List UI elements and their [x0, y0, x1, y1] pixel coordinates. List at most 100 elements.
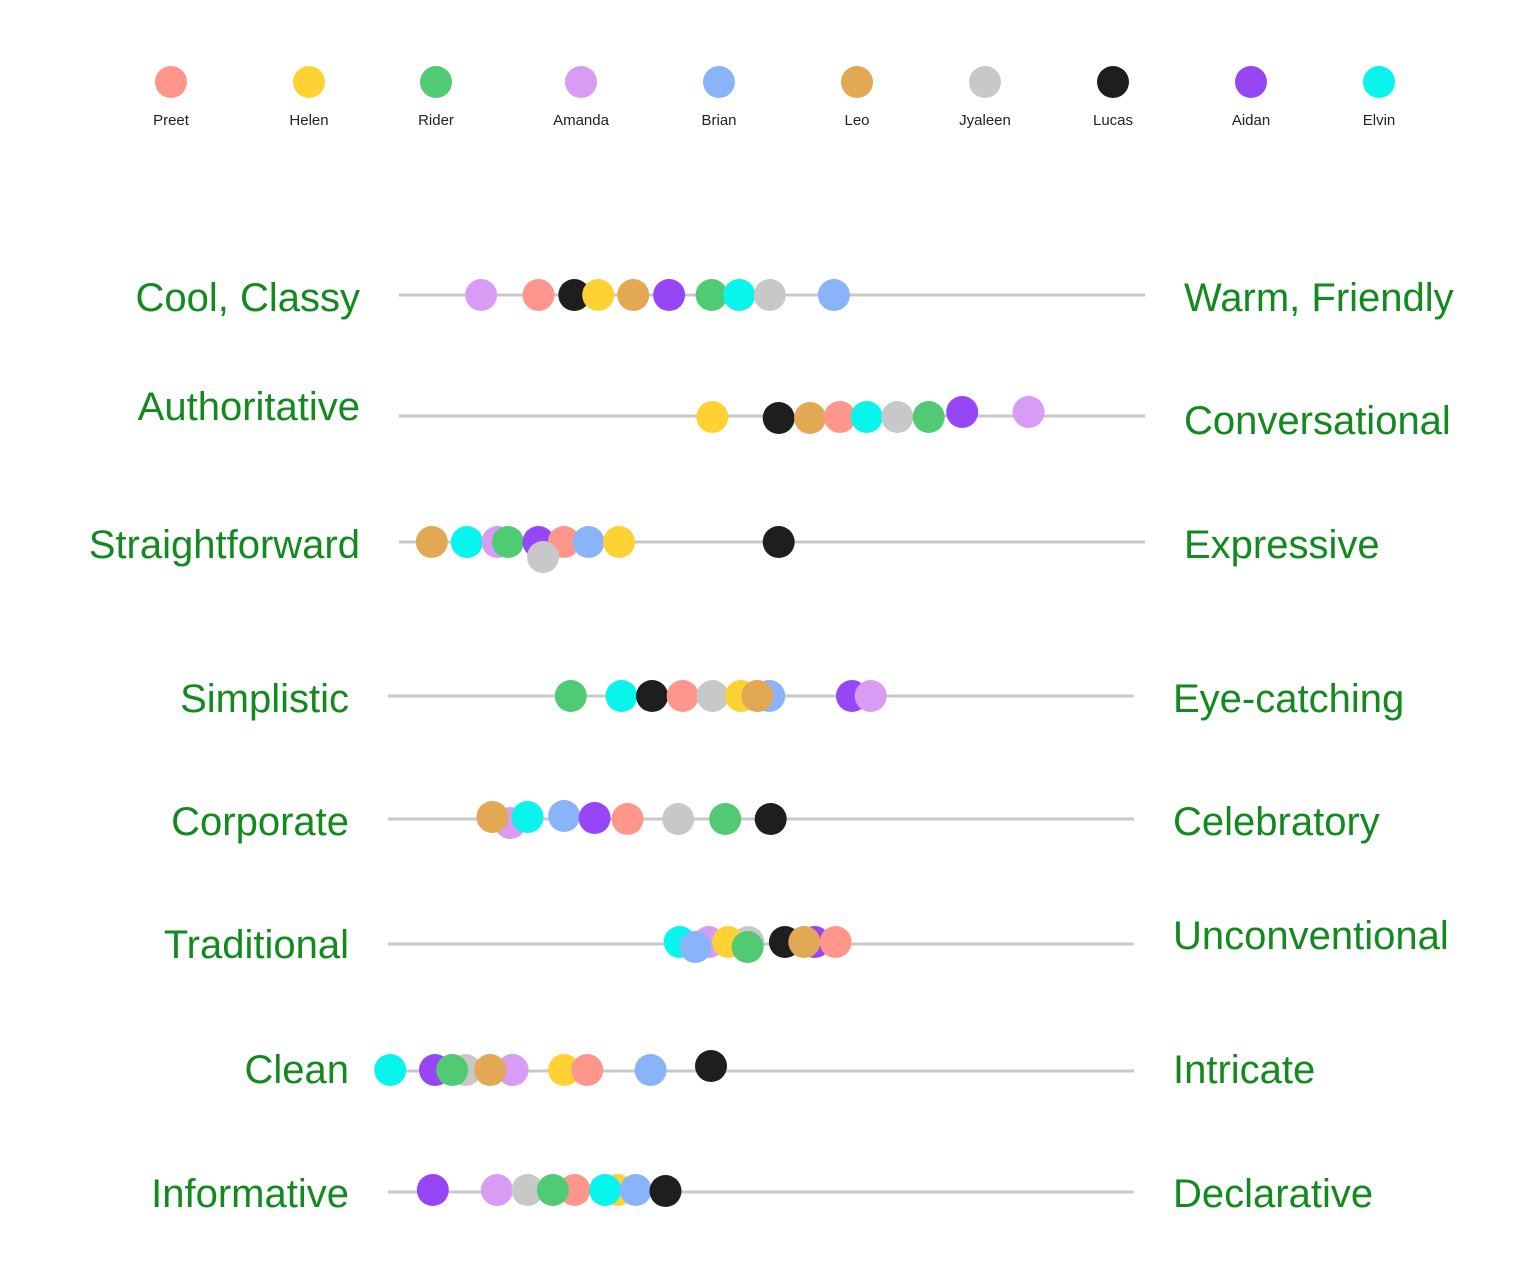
- data-point-aidan: [416, 1174, 449, 1206]
- legend-label: Lucas: [1092, 112, 1134, 129]
- legend-label: Amanda: [553, 112, 609, 129]
- right-trait-label: Conversational: [1184, 399, 1451, 443]
- data-point-preet: [571, 1054, 604, 1086]
- spectrum-row: Corporate Celebratory: [171, 800, 1380, 844]
- data-point-amanda: [854, 680, 887, 712]
- data-point-rider: [731, 931, 764, 963]
- spectrum-row: Informative Declarative: [151, 1172, 1373, 1216]
- data-point-helen: [696, 401, 729, 433]
- legend-label: Preet: [153, 112, 189, 129]
- data-point-leo: [741, 680, 774, 712]
- data-point-jyaleen: [662, 803, 695, 835]
- data-point-brian: [817, 279, 850, 311]
- legend-swatch: [565, 66, 597, 98]
- data-point-leo: [794, 402, 826, 434]
- legend: Preet Helen Rider Amanda Brian Leo Jyaleen Luca…: [0, 0, 1533, 160]
- data-point-lucas: [558, 279, 591, 311]
- spectrum-row: Clean Intricate: [244, 1048, 1315, 1092]
- legend-item-amanda: Amanda: [511, 66, 651, 129]
- data-point-lucas: [762, 526, 795, 558]
- legend-item-brian: Brian: [649, 66, 789, 129]
- data-point-brian: [548, 800, 581, 832]
- legend-label: Jyaleen: [959, 112, 1011, 129]
- data-point-rider: [695, 279, 728, 311]
- data-point-jyaleen: [527, 541, 559, 573]
- right-trait-label: Intricate: [1173, 1048, 1315, 1092]
- data-point-lucas: [754, 803, 787, 835]
- data-point-leo: [476, 801, 509, 833]
- data-point-preet: [823, 401, 856, 433]
- data-point-brian: [634, 1054, 667, 1086]
- data-point-helen: [548, 1054, 581, 1086]
- legend-swatch: [969, 66, 1001, 98]
- legend-label: Aidan: [1231, 112, 1271, 129]
- legend-swatch: [1097, 66, 1129, 98]
- left-trait-label: Traditional: [164, 923, 349, 967]
- legend-item-helen: Helen: [239, 66, 379, 129]
- right-trait-label: Unconventional: [1173, 914, 1449, 958]
- data-point-rider: [554, 680, 587, 712]
- legend-label: Brian: [701, 112, 737, 129]
- data-point-jyaleen: [511, 1174, 544, 1206]
- legend-item-rider: Rider: [366, 66, 506, 129]
- data-point-rider: [912, 401, 945, 433]
- data-point-brian: [679, 931, 712, 963]
- data-point-amanda: [480, 1174, 513, 1206]
- data-point-amanda: [1012, 396, 1045, 428]
- legend-label: Helen: [289, 112, 329, 129]
- data-point-aidan: [578, 802, 611, 834]
- left-trait-label: Straightforward: [89, 523, 360, 567]
- data-point-brian: [619, 1174, 652, 1206]
- data-point-elvin: [511, 801, 544, 833]
- legend-swatch: [420, 66, 452, 98]
- legend-label: Leo: [844, 112, 870, 129]
- data-point-rider: [436, 1054, 469, 1086]
- data-point-jyaleen: [753, 279, 786, 311]
- data-point-amanda: [465, 279, 498, 311]
- legend-item-elvin: Elvin: [1309, 66, 1449, 129]
- data-point-preet: [611, 803, 644, 835]
- legend-item-jyaleen: Jyaleen: [915, 66, 1055, 129]
- right-trait-label: Declarative: [1173, 1172, 1373, 1216]
- data-point-elvin: [589, 1174, 622, 1206]
- data-point-leo: [474, 1054, 507, 1086]
- left-trait-label: Cool, Classy: [135, 276, 360, 320]
- right-trait-label: Eye-catching: [1173, 677, 1404, 721]
- spectrum-row: Authoritative Conversational: [138, 385, 1451, 443]
- left-trait-label: Informative: [151, 1172, 349, 1216]
- legend-swatch: [293, 66, 325, 98]
- legend-swatch: [1363, 66, 1395, 98]
- data-point-rider: [491, 526, 524, 558]
- data-point-lucas: [649, 1175, 682, 1207]
- spectrum-row: Simplistic Eye-catching: [180, 677, 1404, 721]
- spectrum-row: Traditional Unconventional: [164, 914, 1449, 967]
- legend-swatch: [841, 66, 873, 98]
- right-trait-label: Warm, Friendly: [1184, 276, 1454, 320]
- data-point-lucas: [636, 680, 669, 712]
- data-point-elvin: [723, 279, 756, 311]
- data-point-preet: [819, 926, 852, 958]
- legend-item-lucas: Lucas: [1043, 66, 1183, 129]
- data-point-brian: [572, 526, 605, 558]
- data-point-rider: [536, 1174, 569, 1206]
- data-point-helen: [582, 279, 615, 311]
- data-point-leo: [617, 279, 650, 311]
- data-point-aidan: [653, 279, 686, 311]
- legend-label: Elvin: [1362, 112, 1396, 129]
- left-trait-label: Authoritative: [138, 385, 360, 429]
- data-point-lucas: [695, 1050, 727, 1082]
- spectrum-row: Cool, Classy Warm, Friendly: [135, 276, 1453, 320]
- data-point-jyaleen: [696, 680, 729, 712]
- data-point-jyaleen: [881, 401, 914, 433]
- right-trait-label: Celebratory: [1173, 800, 1380, 844]
- data-point-elvin: [850, 401, 883, 433]
- legend-label: Rider: [418, 112, 454, 129]
- right-trait-label: Expressive: [1184, 523, 1380, 567]
- data-point-helen: [603, 526, 636, 558]
- data-point-leo: [415, 526, 448, 558]
- legend-item-leo: Leo: [787, 66, 927, 129]
- data-point-preet: [666, 680, 699, 712]
- left-trait-label: Clean: [244, 1048, 349, 1092]
- legend-swatch: [1235, 66, 1267, 98]
